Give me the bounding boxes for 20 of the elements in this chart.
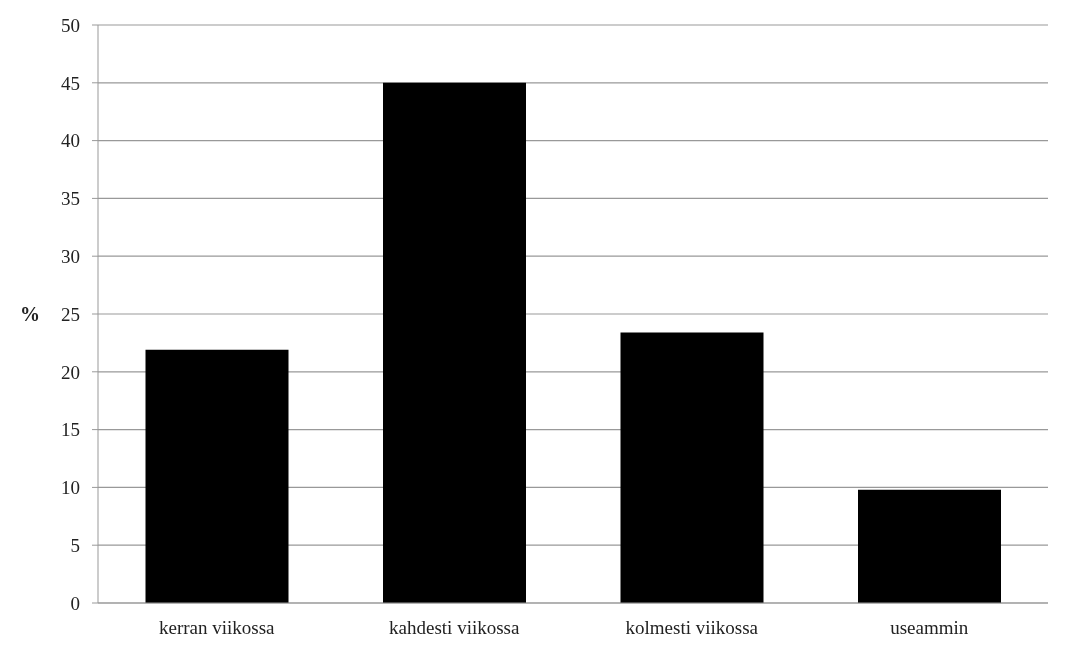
y-tick-label: 15 (61, 419, 80, 441)
x-tick-label: kahdesti viikossa (389, 617, 520, 639)
x-tick-label: useammin (890, 617, 969, 639)
y-tick-label: 5 (70, 534, 80, 556)
x-tick-label: kerran viikossa (158, 617, 276, 639)
x-tick-label: kolmesti viikossa (625, 617, 759, 639)
y-tick-label: 10 (61, 477, 80, 499)
bar (383, 82, 526, 603)
bar (145, 349, 289, 603)
bar (620, 332, 764, 603)
y-tick-label: 30 (61, 245, 80, 267)
y-tick-label: 35 (61, 188, 80, 210)
y-tick-label: 45 (61, 72, 80, 94)
y-tick-label: 0 (70, 592, 80, 614)
y-tick-label: 20 (61, 361, 80, 383)
y-tick-label: 25 (61, 303, 80, 325)
y-axis-title: % (20, 303, 40, 326)
y-tick-label: 50 (61, 14, 80, 36)
y-tick-label: 40 (61, 130, 80, 152)
bar (858, 489, 1001, 603)
